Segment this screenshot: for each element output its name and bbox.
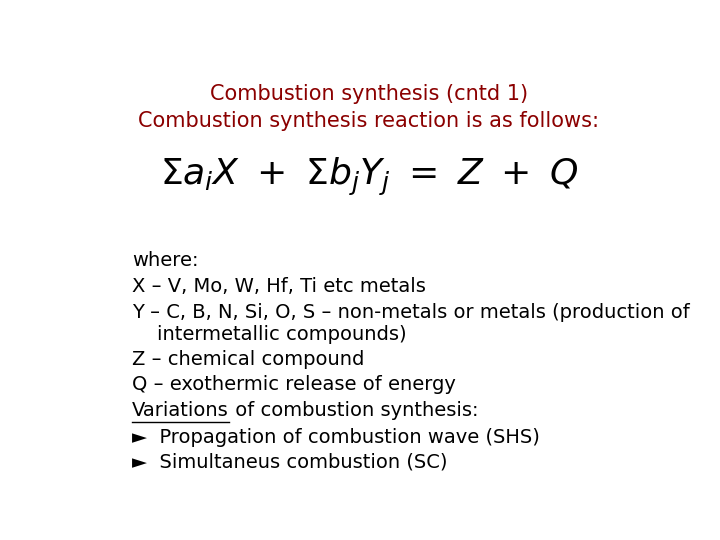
Text: ►  Propagation of combustion wave (SHS): ► Propagation of combustion wave (SHS) xyxy=(132,428,540,447)
Text: Combustion synthesis (cntd 1)
Combustion synthesis reaction is as follows:: Combustion synthesis (cntd 1) Combustion… xyxy=(138,84,600,131)
Text: Z – chemical compound: Z – chemical compound xyxy=(132,350,364,369)
Text: intermetallic compounds): intermetallic compounds) xyxy=(157,325,407,344)
Text: of combustion synthesis:: of combustion synthesis: xyxy=(229,401,478,420)
Text: where:: where: xyxy=(132,251,198,269)
Text: Variations: Variations xyxy=(132,401,229,420)
Text: ►  Simultaneus combustion (SC): ► Simultaneus combustion (SC) xyxy=(132,453,447,472)
Text: X – V, Mo, W, Hf, Ti etc metals: X – V, Mo, W, Hf, Ti etc metals xyxy=(132,276,426,295)
Text: $\Sigma a_i X\ +\ \Sigma b_j Y_j\ =\ Z\ +\ Q$: $\Sigma a_i X\ +\ \Sigma b_j Y_j\ =\ Z\ … xyxy=(160,156,578,198)
Text: Q – exothermic release of energy: Q – exothermic release of energy xyxy=(132,375,456,394)
Text: Y – C, B, N, Si, O, S – non-metals or metals (production of: Y – C, B, N, Si, O, S – non-metals or me… xyxy=(132,303,690,322)
